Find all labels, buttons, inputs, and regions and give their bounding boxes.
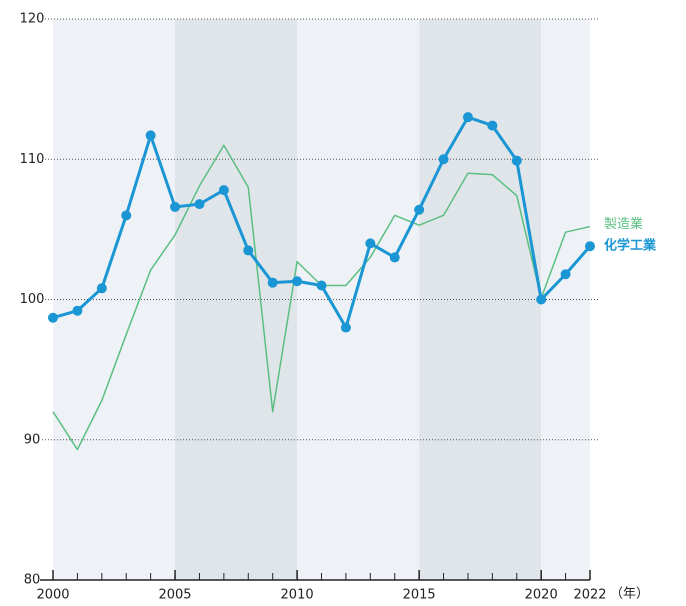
series-marker [121,210,132,221]
x-tick-label: 2020 [525,588,558,603]
series-marker [243,245,254,256]
x-axis-label: （年） [610,587,649,602]
series-marker [585,241,595,252]
y-tick-label: 90 [24,432,41,447]
x-tick-label: 2010 [281,588,314,603]
x-tick-label: 2015 [403,588,436,603]
series-marker [462,112,473,123]
series-marker [194,199,205,210]
series-marker [96,283,107,294]
series-marker [48,312,58,323]
series-marker [292,276,303,287]
background-band [297,19,420,580]
series-marker [560,269,571,280]
y-tick-label: 110 [20,152,45,167]
x-tick-label: 2005 [158,588,191,603]
series-marker [170,201,181,212]
x-tick-label: 2022 [573,588,606,603]
series-marker [218,185,229,196]
series-marker [438,154,449,165]
series-marker [316,280,327,291]
series-marker [414,204,425,215]
series-marker [267,277,278,288]
series-marker [145,130,156,141]
y-tick-label: 80 [24,573,41,588]
series-marker [487,120,498,131]
series-marker [511,155,522,166]
legend-label: 製造業 [604,216,643,232]
series-marker [340,322,351,333]
series-marker [389,252,400,263]
y-tick-label: 100 [20,292,45,307]
background-band [175,19,298,580]
x-tick-label: 2000 [36,588,69,603]
series-marker [536,294,547,305]
y-tick-label: 120 [20,12,45,27]
series-marker [365,238,376,249]
legend-label: 化学工業 [604,238,657,254]
series-marker [72,305,83,316]
